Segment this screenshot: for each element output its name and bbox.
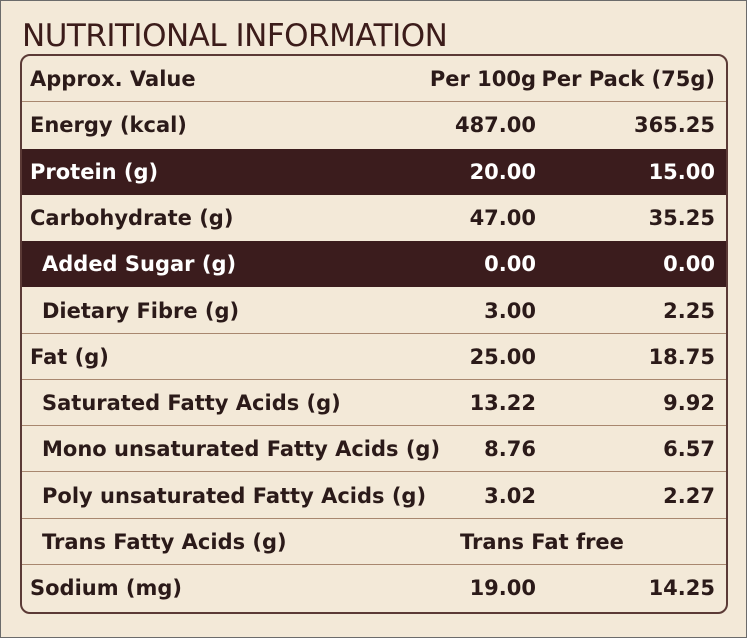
- nutrient-name: Carbohydrate (g): [30, 206, 234, 230]
- page-title: NUTRITIONAL INFORMATION: [22, 18, 448, 54]
- value-per-100g: 19.00: [469, 576, 536, 600]
- nutrient-name: Dietary Fibre (g): [42, 299, 240, 323]
- value-per-100g: 487.00: [454, 113, 536, 137]
- nutrient-name: Mono unsaturated Fatty Acids (g): [42, 437, 441, 461]
- value-per-pack: 2.27: [663, 484, 715, 508]
- row-divider: [22, 333, 726, 334]
- value-per-pack: 2.25: [663, 299, 715, 323]
- value-per-100g: 13.22: [469, 391, 536, 415]
- row-divider: [22, 425, 726, 426]
- nutrient-name: Energy (kcal): [30, 113, 187, 137]
- value-per-pack: 6.57: [663, 437, 715, 461]
- nutrient-name: Added Sugar (g): [42, 252, 237, 276]
- row-divider: [22, 564, 726, 565]
- spanning-value: Trans Fat free: [460, 530, 624, 554]
- table-row: Dietary Fibre (g) 3.00 2.25: [22, 288, 726, 334]
- value-per-100g: 47.00: [469, 206, 536, 230]
- table-row: Fat (g) 25.00 18.75: [22, 334, 726, 380]
- value-per-100g: 3.02: [484, 484, 536, 508]
- value-per-100g: 8.76: [484, 437, 536, 461]
- table-header-row: Approx. Value Per 100g Per Pack (75g): [22, 56, 726, 102]
- row-divider: [22, 379, 726, 380]
- table-row: Sodium (mg) 19.00 14.25: [22, 565, 726, 611]
- row-divider: [22, 518, 726, 519]
- table-row: Carbohydrate (g) 47.00 35.25: [22, 195, 726, 241]
- value-per-100g: 25.00: [469, 345, 536, 369]
- value-per-100g: 20.00: [469, 160, 536, 184]
- nutrient-name: Fat (g): [30, 345, 109, 369]
- nutrient-name: Poly unsaturated Fatty Acids (g): [42, 484, 427, 508]
- nutrient-name: Protein (g): [30, 160, 159, 184]
- nutrient-name: Sodium (mg): [30, 576, 183, 600]
- table-row: Added Sugar (g) 0.00 0.00: [22, 241, 726, 287]
- table-row: Protein (g) 20.00 15.00: [22, 149, 726, 195]
- nutrient-name: Trans Fatty Acids (g): [42, 530, 287, 554]
- table-row: Saturated Fatty Acids (g) 13.22 9.92: [22, 380, 726, 426]
- value-per-pack: 365.25: [633, 113, 715, 137]
- value-per-pack: 35.25: [648, 206, 715, 230]
- row-divider: [22, 471, 726, 472]
- value-per-pack: 18.75: [648, 345, 715, 369]
- value-per-pack: 0.00: [663, 252, 715, 276]
- value-per-100g: 3.00: [484, 299, 536, 323]
- header-per-pack: Per Pack (75g): [541, 67, 715, 91]
- row-divider: [22, 101, 726, 102]
- value-per-pack: 14.25: [648, 576, 715, 600]
- table-row: Trans Fatty Acids (g) Trans Fat free: [22, 519, 726, 565]
- table-row: Mono unsaturated Fatty Acids (g) 8.76 6.57: [22, 426, 726, 472]
- nutrition-table: Approx. Value Per 100g Per Pack (75g) En…: [20, 54, 728, 614]
- value-per-pack: 9.92: [663, 391, 715, 415]
- table-row: Energy (kcal) 487.00 365.25: [22, 102, 726, 148]
- header-approx-value: Approx. Value: [30, 67, 196, 91]
- nutrient-name: Saturated Fatty Acids (g): [42, 391, 341, 415]
- table-row: Poly unsaturated Fatty Acids (g) 3.02 2.27: [22, 473, 726, 519]
- value-per-100g: 0.00: [484, 252, 536, 276]
- value-per-pack: 15.00: [648, 160, 715, 184]
- header-per-100g: Per 100g: [429, 67, 536, 91]
